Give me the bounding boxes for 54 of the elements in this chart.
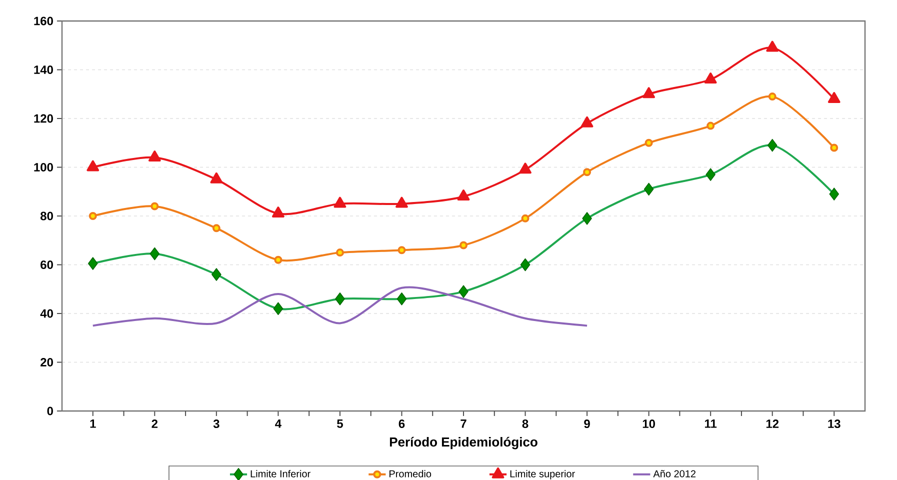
point bbox=[336, 248, 344, 257]
point bbox=[398, 246, 406, 254]
point bbox=[396, 196, 408, 208]
point bbox=[212, 224, 220, 232]
y-tick-label: 140 bbox=[34, 66, 53, 74]
x-tick-label: 5 bbox=[337, 420, 343, 428]
y-tick-label: 100 bbox=[34, 163, 53, 172]
legend-label: Promedio bbox=[390, 470, 432, 478]
point bbox=[521, 214, 530, 222]
point bbox=[704, 72, 717, 84]
point bbox=[519, 162, 532, 174]
point bbox=[828, 92, 840, 103]
x-tick-label: 8 bbox=[522, 420, 528, 428]
point bbox=[583, 168, 592, 176]
y-tick-label: 40 bbox=[40, 309, 53, 318]
y-tick-label: 80 bbox=[40, 212, 53, 220]
point bbox=[274, 256, 282, 264]
x-tick-label: 13 bbox=[828, 420, 840, 428]
x-tick-label: 7 bbox=[460, 420, 466, 428]
point bbox=[642, 87, 656, 98]
x-tick-label: 12 bbox=[766, 420, 779, 428]
point bbox=[460, 241, 468, 250]
x-tick-label: 2 bbox=[152, 420, 158, 428]
point bbox=[334, 196, 346, 208]
x-tick-label: 10 bbox=[642, 420, 655, 428]
point bbox=[830, 144, 838, 152]
y-tick-label: 60 bbox=[40, 260, 53, 269]
y-tick-label: 20 bbox=[40, 358, 53, 366]
line-series bbox=[92, 286, 588, 327]
point bbox=[148, 150, 161, 162]
x-tick-label: 1 bbox=[90, 420, 96, 428]
point bbox=[457, 190, 470, 200]
x-axis-title: Período Epidemiológico bbox=[390, 436, 538, 450]
point bbox=[706, 122, 715, 130]
point bbox=[644, 138, 653, 147]
point bbox=[580, 116, 594, 128]
x-tick-label: 11 bbox=[704, 420, 717, 428]
point bbox=[150, 202, 159, 210]
point bbox=[88, 212, 97, 220]
legend-label: Limite superior bbox=[510, 470, 575, 480]
x-tick-label: 3 bbox=[213, 420, 220, 428]
x-tick-label: 4 bbox=[275, 420, 282, 428]
y-tick-label: 0 bbox=[47, 406, 53, 416]
point bbox=[766, 40, 779, 52]
legend-label: Año 2012 bbox=[653, 470, 696, 478]
point bbox=[768, 92, 776, 101]
x-tick-label: 6 bbox=[398, 420, 405, 428]
y-tick-label: 120 bbox=[34, 114, 53, 123]
legend-label: Limite Inferior bbox=[250, 470, 310, 478]
x-tick-label: 9 bbox=[584, 420, 590, 428]
point bbox=[210, 172, 223, 184]
point bbox=[86, 160, 100, 172]
y-tick-label: 160 bbox=[34, 16, 53, 26]
point bbox=[272, 206, 284, 218]
